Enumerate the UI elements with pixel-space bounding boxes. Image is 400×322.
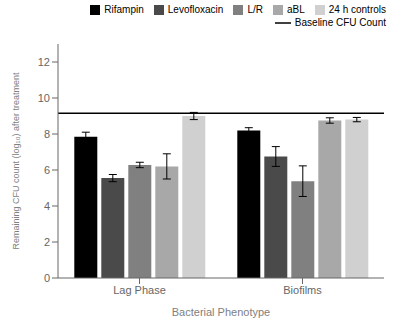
- html-text:Levofloxacin: Levofloxacin: [167, 4, 224, 15]
- html-text:24 h controls: 24 h controls: [328, 4, 386, 15]
- svg-text:Biofilms: Biofilms: [283, 284, 322, 296]
- svg-text:10: 10: [38, 92, 50, 104]
- svg-text:2: 2: [44, 236, 50, 248]
- svg-text:0: 0: [44, 272, 50, 284]
- svg-text:Lag Phase: Lag Phase: [113, 284, 166, 296]
- svg-text:Remaining CFU count (log₁₀) af: Remaining CFU count (log₁₀) after treatm…: [11, 72, 21, 249]
- html-text:Rifampin: Rifampin: [104, 4, 144, 15]
- svg-text:4: 4: [44, 200, 50, 212]
- html-text:L/R: L/R: [247, 4, 263, 15]
- svg-text:12: 12: [38, 56, 50, 68]
- html-text:aBL: aBL: [286, 4, 305, 15]
- html-text:Baseline CFU Count: Baseline CFU Count: [294, 17, 386, 28]
- svg-text:8: 8: [44, 128, 50, 140]
- svg-text:6: 6: [44, 164, 50, 176]
- svg-text:Bacterial Phenotype: Bacterial Phenotype: [172, 306, 270, 318]
